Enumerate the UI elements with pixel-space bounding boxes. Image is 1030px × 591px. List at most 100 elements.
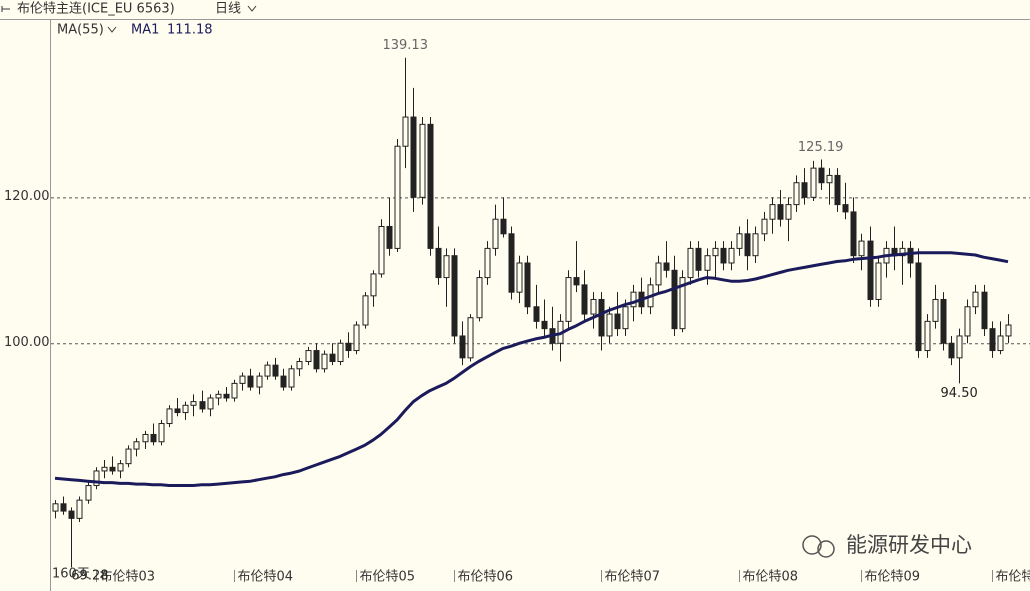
candle-body (614, 313, 621, 330)
candle-body (467, 317, 474, 359)
x-tick-label: 布伦特06 (458, 570, 514, 585)
candle-body (378, 226, 385, 275)
candle-body (190, 401, 197, 406)
header-icon (1, 6, 10, 12)
header-bar (0, 0, 1030, 19)
candle-body (158, 423, 165, 443)
x-tick-label: 布伦特05 (360, 570, 416, 585)
candle-body (565, 277, 572, 322)
indicator-label[interactable]: MA(55) (57, 23, 104, 38)
candle-body (288, 368, 295, 388)
x-tick-label: 布伦特07 (605, 570, 661, 585)
candle-body (630, 291, 637, 308)
candle-body (801, 182, 808, 198)
price-annotation: 69.28 (71, 569, 108, 584)
candle-body (606, 313, 613, 337)
candle-body (516, 262, 523, 293)
candle-body (655, 262, 662, 286)
candle-body (443, 255, 450, 279)
candle-body (117, 463, 124, 472)
candle-body (476, 277, 483, 319)
candle-body (915, 262, 922, 352)
candle-body (972, 291, 979, 308)
price-annotation: 139.13 (382, 38, 428, 53)
y-tick-label: 100.00 (4, 335, 50, 350)
x-tick-label: 布伦特04 (238, 570, 294, 585)
candle-body (256, 375, 263, 388)
candle-body (573, 277, 580, 286)
candle-body (223, 393, 230, 399)
candle-body (85, 485, 92, 501)
x-tick-label: 布伦特08 (743, 570, 799, 585)
candle-body (541, 320, 548, 330)
candle-body (1005, 324, 1012, 337)
chart-title[interactable]: 布伦特主连(ICE_EU 6563) (17, 1, 175, 17)
watermark: 能源研发中心 (802, 533, 972, 558)
y-tick-label: 120.00 (4, 189, 50, 204)
candle-body (345, 342, 352, 352)
candle-body (744, 233, 751, 257)
candle-body (451, 255, 458, 337)
candle-body (736, 233, 743, 249)
candle-body (305, 350, 312, 362)
watermark-icon (802, 535, 822, 555)
candle-body (728, 247, 735, 264)
candle-body (296, 360, 303, 370)
watermark-icon (817, 540, 835, 558)
candle-body (321, 353, 328, 370)
candle-body (125, 448, 132, 465)
candle-body (956, 335, 963, 359)
candle-body (182, 404, 189, 414)
candle-body (133, 441, 140, 450)
candle-body (500, 218, 507, 235)
candle-body (101, 466, 108, 472)
candle-body (410, 116, 417, 198)
watermark-text: 能源研发中心 (846, 533, 972, 557)
ma-legend-value: 111.18 (167, 23, 213, 38)
candle-body (818, 167, 825, 184)
candle-body (867, 240, 874, 300)
candle-body (329, 353, 336, 362)
price-annotation: 125.19 (798, 140, 844, 155)
candle-body (174, 408, 181, 414)
candle-body (679, 277, 686, 330)
candle-body (150, 433, 157, 443)
period-chevron[interactable] (247, 5, 257, 12)
period[interactable]: 日线 (215, 2, 241, 17)
x-tick-label: 布伦特03 (100, 570, 156, 585)
candle-body (52, 503, 59, 512)
candle-body (687, 247, 694, 279)
ma-legend-name: MA1 (131, 23, 159, 38)
candle-body (370, 273, 377, 297)
candle-body (671, 269, 678, 330)
candle-body (280, 375, 287, 388)
candle-body (109, 466, 116, 472)
candle-body (590, 298, 597, 315)
candle-body (247, 375, 254, 388)
candle-body (769, 204, 776, 220)
candle-body (142, 433, 149, 443)
x-tick-label: 布伦特10 (996, 570, 1030, 585)
candle-body (313, 350, 320, 370)
indicator-chevron[interactable] (107, 26, 117, 33)
candle-body (997, 335, 1004, 352)
candle-body (427, 123, 434, 249)
candle-body (810, 167, 817, 198)
candle-body (239, 375, 246, 384)
candle-body (622, 306, 629, 330)
ma-line (54, 251, 1009, 487)
candle-body (907, 247, 914, 264)
candle-body (459, 335, 466, 359)
candle-body (508, 233, 515, 293)
candle-body (940, 298, 947, 344)
candle-body (362, 295, 369, 326)
candle-body (386, 226, 393, 249)
candle-body (989, 328, 996, 352)
candle-body (492, 218, 499, 249)
candle-body (932, 298, 939, 322)
candle-body (712, 247, 719, 257)
range-label: 160天 (52, 567, 90, 582)
candle-body (272, 364, 279, 377)
